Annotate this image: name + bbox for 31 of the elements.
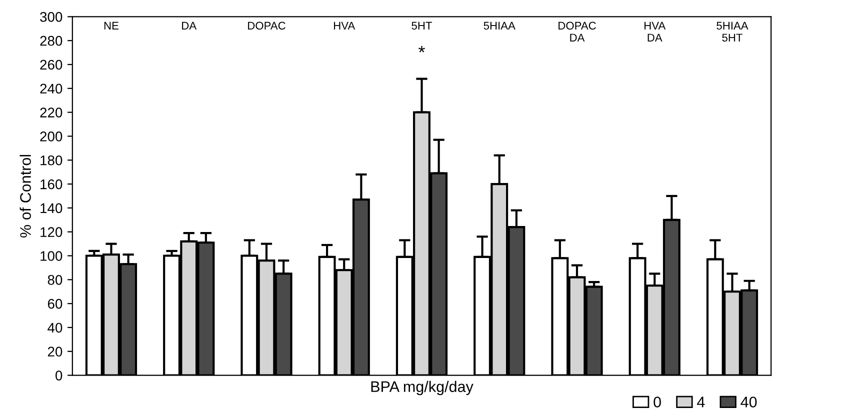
y-tick-label: 0 — [56, 370, 62, 380]
y-tick-label: 80 — [48, 275, 62, 285]
y-tick-label: 300 — [40, 12, 62, 22]
y-tick-label: 220 — [40, 108, 62, 118]
x-tick-label: HVA DA — [644, 22, 666, 42]
x-axis-title: BPA mg/kg/day — [371, 380, 474, 396]
x-tick-label: 5HIAA — [484, 22, 516, 30]
y-tick-label: 180 — [40, 155, 62, 166]
y-tick-label: 240 — [40, 84, 62, 94]
legend-label: 4 — [697, 396, 705, 408]
x-tick-label: 5HT — [412, 22, 432, 30]
x-tick-label: HVA — [334, 22, 356, 30]
y-tick-label: 260 — [40, 60, 62, 70]
y-tick-label: 20 — [48, 346, 62, 357]
y-tick-label: 40 — [48, 322, 62, 333]
y-tick-label: 280 — [40, 36, 62, 46]
y-tick-label: 100 — [40, 251, 62, 261]
y-tick-label: 200 — [40, 132, 62, 142]
y-tick-label: 140 — [40, 203, 62, 214]
x-tick-label: DOPAC DA — [558, 22, 596, 42]
x-tick-label: NE — [104, 22, 118, 30]
x-tick-label: DOPAC — [248, 22, 286, 30]
legend-label: 0 — [654, 396, 661, 408]
y-tick-label: 120 — [40, 227, 62, 238]
x-tick-label: 5HIAA 5HT — [716, 22, 748, 42]
y-tick-label: 60 — [48, 298, 62, 309]
annotation: * — [418, 46, 425, 52]
y-axis-title: % of Control — [20, 154, 31, 238]
x-tick-label: DA — [182, 22, 197, 30]
y-tick-label: 160 — [40, 179, 62, 190]
legend-label: 40 — [740, 396, 757, 408]
